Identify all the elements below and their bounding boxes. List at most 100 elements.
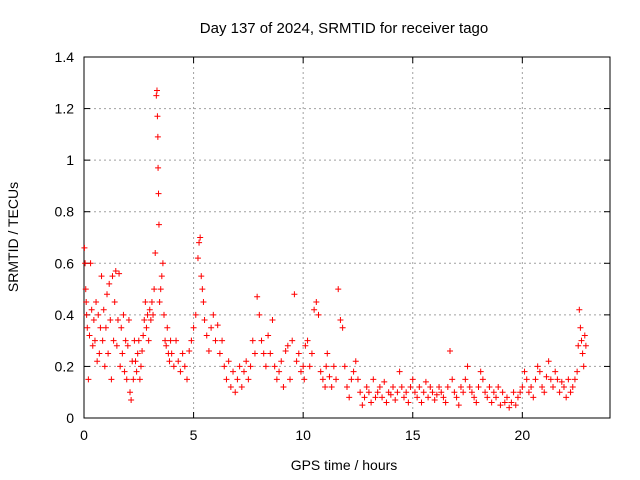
data-point [337,317,344,324]
data-point [139,347,146,354]
data-point [302,342,309,349]
grid-lines [84,57,610,418]
data-point [508,399,515,406]
data-point [420,389,427,396]
y-tick-label: 1.2 [55,101,75,117]
data-point [99,337,106,344]
data-point [276,368,283,375]
data-point [574,368,581,375]
data-point [581,332,588,339]
data-point [523,376,530,383]
data-point [569,384,576,391]
data-point [451,389,458,396]
data-point [181,363,188,370]
data-point [223,376,230,383]
data-point [158,273,165,280]
data-point [506,404,513,411]
data-point [83,298,90,305]
data-point [154,133,161,140]
data-point [177,368,184,375]
data-point [153,87,160,94]
data-point [383,399,390,406]
data-point [577,324,584,331]
data-point [159,260,166,267]
data-point [91,337,98,344]
data-point [194,255,201,262]
data-point [563,394,570,401]
data-point [324,350,331,357]
data-point [89,342,96,349]
data-point [216,350,223,357]
data-point [333,376,340,383]
data-point [376,384,383,391]
data-point [109,273,116,280]
data-point [536,368,543,375]
y-tick-label: 0.2 [55,358,75,374]
data-point [82,286,89,293]
data-point [530,394,537,401]
data-point [179,350,186,357]
data-point [370,376,377,383]
data-point [427,384,434,391]
data-point [205,347,212,354]
data-point [122,337,129,344]
data-point [519,384,526,391]
data-point [249,337,256,344]
data-point [145,337,152,344]
plot-frame [83,56,611,419]
y-tick-label: 0 [66,410,74,426]
data-point [578,337,585,344]
data-point [140,332,147,339]
data-point [359,402,366,409]
data-point [262,363,269,370]
data-point [134,350,141,357]
data-point [162,337,169,344]
data-point [163,342,170,349]
data-point [265,332,272,339]
data-point [326,373,333,380]
y-tick-label: 0.4 [55,307,75,323]
data-point [254,293,261,300]
data-point [94,358,101,365]
data-point [455,402,462,409]
data-point [407,384,414,391]
data-point [528,384,535,391]
data-point [135,337,142,344]
data-point [390,384,397,391]
data-point [368,399,375,406]
data-point [576,306,583,313]
data-point [306,363,313,370]
x-tick-label: 20 [515,427,531,443]
data-point [147,317,154,324]
data-points [81,87,589,411]
data-point [155,221,162,228]
data-point [438,389,445,396]
data-point [111,298,118,305]
data-point [212,337,219,344]
data-point [166,358,173,365]
data-point [184,376,191,383]
data-point [86,332,93,339]
data-point [219,337,226,344]
x-axis-label: GPS time / hours [291,457,398,473]
data-point [400,394,407,401]
data-point [571,376,578,383]
data-point [501,399,508,406]
data-point [201,317,208,324]
data-point [186,347,193,354]
data-point [436,384,443,391]
data-point [392,396,399,403]
data-point [141,317,148,324]
x-tick-label: 15 [405,427,421,443]
data-point [112,268,119,275]
data-point [280,384,287,391]
data-point [304,337,311,344]
data-point [357,389,364,396]
data-point [543,373,550,380]
data-point [243,358,250,365]
data-point [503,394,510,401]
data-point [156,298,163,305]
y-tick-label: 1 [66,152,74,168]
data-point [308,350,315,357]
data-point [473,399,480,406]
